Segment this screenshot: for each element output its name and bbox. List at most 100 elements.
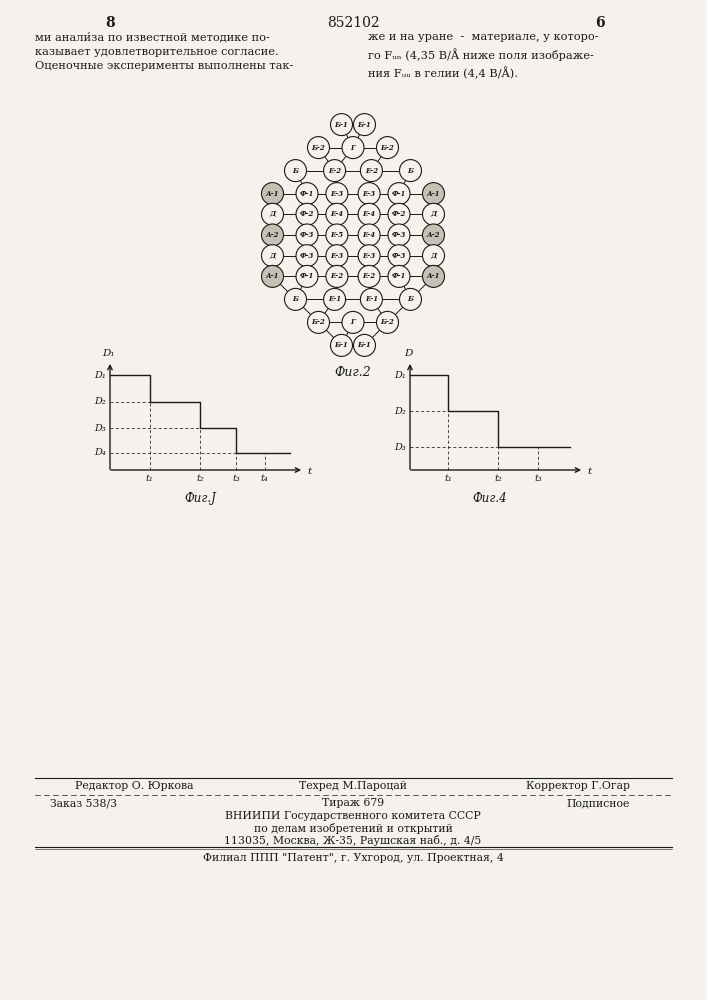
- Text: Б: Б: [407, 167, 414, 175]
- Text: Е-2: Е-2: [330, 272, 344, 280]
- Text: Ф-2: Ф-2: [300, 210, 314, 218]
- Circle shape: [377, 311, 399, 333]
- Text: Ф-1: Ф-1: [300, 190, 314, 198]
- Circle shape: [296, 245, 318, 267]
- Text: D₁: D₁: [102, 349, 115, 358]
- Text: Фиг.4: Фиг.4: [473, 492, 508, 505]
- Text: Г: Г: [351, 318, 356, 326]
- Circle shape: [262, 203, 284, 225]
- Text: D: D: [404, 349, 412, 358]
- Circle shape: [284, 288, 307, 310]
- Circle shape: [423, 203, 445, 225]
- Text: Д: Д: [269, 210, 276, 218]
- Text: Е-1: Е-1: [365, 295, 378, 303]
- Text: t₃: t₃: [232, 474, 240, 483]
- Text: Е-4: Е-4: [363, 210, 375, 218]
- Text: А-1: А-1: [427, 190, 440, 198]
- Text: Б-1: Б-1: [334, 121, 349, 129]
- Text: Ф-3: Ф-3: [392, 252, 407, 260]
- Text: Б-2: Б-2: [312, 318, 325, 326]
- Circle shape: [358, 224, 380, 246]
- Circle shape: [388, 265, 410, 287]
- Circle shape: [326, 265, 348, 287]
- Circle shape: [361, 160, 382, 182]
- Text: Б-2: Б-2: [380, 318, 395, 326]
- Circle shape: [358, 265, 380, 287]
- Circle shape: [342, 311, 364, 333]
- Text: Г: Г: [351, 144, 356, 152]
- Text: Ф-3: Ф-3: [300, 231, 314, 239]
- Circle shape: [358, 245, 380, 267]
- Text: ВНИИПИ Государственного комитета СССР: ВНИИПИ Государственного комитета СССР: [225, 811, 481, 821]
- Circle shape: [326, 224, 348, 246]
- Text: Е-2: Е-2: [363, 272, 375, 280]
- Text: Е-4: Е-4: [363, 231, 375, 239]
- Text: Б: Б: [293, 295, 298, 303]
- Circle shape: [388, 224, 410, 246]
- Text: Е-3: Е-3: [330, 190, 344, 198]
- Text: Д: Д: [431, 252, 437, 260]
- Circle shape: [388, 245, 410, 267]
- Text: Б-2: Б-2: [312, 144, 325, 152]
- Text: t₄: t₄: [261, 474, 269, 483]
- Text: t: t: [307, 466, 311, 476]
- Text: 113035, Москва, Ж-35, Раушская наб., д. 4/5: 113035, Москва, Ж-35, Раушская наб., д. …: [224, 835, 481, 846]
- Text: Ф-1: Ф-1: [392, 272, 407, 280]
- Text: D₂: D₂: [94, 397, 106, 406]
- Text: Филиал ППП "Патент", г. Ухгород, ул. Проектная, 4: Филиал ППП "Патент", г. Ухгород, ул. Про…: [203, 853, 503, 863]
- Text: Е-1: Е-1: [328, 295, 341, 303]
- Text: Е-3: Е-3: [330, 252, 344, 260]
- Text: Б-2: Б-2: [380, 144, 395, 152]
- Text: Б-1: Б-1: [358, 121, 371, 129]
- Text: t₂: t₂: [494, 474, 502, 483]
- Circle shape: [324, 288, 346, 310]
- Circle shape: [388, 183, 410, 205]
- Circle shape: [423, 265, 445, 287]
- Circle shape: [399, 288, 421, 310]
- Text: Фиг.2: Фиг.2: [334, 366, 371, 379]
- Circle shape: [324, 160, 346, 182]
- Text: ми анали́за по известной методике по-
казывает удовлетворительное согласие.
Оцен: ми анали́за по известной методике по- ка…: [35, 32, 293, 71]
- Circle shape: [262, 245, 284, 267]
- Circle shape: [262, 183, 284, 205]
- Text: Е-2: Е-2: [328, 167, 341, 175]
- Circle shape: [388, 203, 410, 225]
- Text: t₁: t₁: [146, 474, 153, 483]
- Text: t₁: t₁: [445, 474, 452, 483]
- Text: Е-3: Е-3: [363, 252, 375, 260]
- Circle shape: [354, 334, 375, 356]
- Text: Е-3: Е-3: [363, 190, 375, 198]
- Circle shape: [262, 265, 284, 287]
- Text: Ф-1: Ф-1: [392, 190, 407, 198]
- Text: А-2: А-2: [427, 231, 440, 239]
- Text: Фиг.J: Фиг.J: [184, 492, 216, 505]
- Text: же и на уране  -  материале, у которо-
го Fᵤₙ (4,35 В/Å ниже поля изображе-
ния : же и на уране - материале, у которо- го …: [368, 32, 599, 79]
- Text: t: t: [587, 466, 591, 476]
- Text: Ф-3: Ф-3: [392, 231, 407, 239]
- Circle shape: [308, 137, 329, 159]
- Text: Заказ 538/3: Заказ 538/3: [50, 798, 117, 808]
- Circle shape: [330, 334, 353, 356]
- Circle shape: [308, 311, 329, 333]
- Text: А-1: А-1: [427, 272, 440, 280]
- Text: Е-5: Е-5: [330, 231, 344, 239]
- Text: А-2: А-2: [266, 231, 279, 239]
- Text: D₁: D₁: [94, 370, 106, 379]
- Text: Корректор Г.Огар: Корректор Г.Огар: [526, 781, 630, 791]
- Circle shape: [361, 288, 382, 310]
- Text: Ф-2: Ф-2: [392, 210, 407, 218]
- Circle shape: [262, 224, 284, 246]
- Text: Б: Б: [293, 167, 298, 175]
- Text: Техред М.Пароцай: Техред М.Пароцай: [299, 781, 407, 791]
- Text: 6: 6: [595, 16, 604, 30]
- Circle shape: [358, 203, 380, 225]
- Text: D₃: D₃: [395, 443, 406, 452]
- Text: А-1: А-1: [266, 272, 279, 280]
- Text: D₄: D₄: [94, 448, 106, 457]
- Text: по делам изобретений и открытий: по делам изобретений и открытий: [254, 823, 452, 834]
- Text: А-1: А-1: [266, 190, 279, 198]
- Text: 8: 8: [105, 16, 115, 30]
- Text: t₂: t₂: [196, 474, 204, 483]
- Circle shape: [296, 265, 318, 287]
- Text: Подписное: Подписное: [566, 798, 630, 808]
